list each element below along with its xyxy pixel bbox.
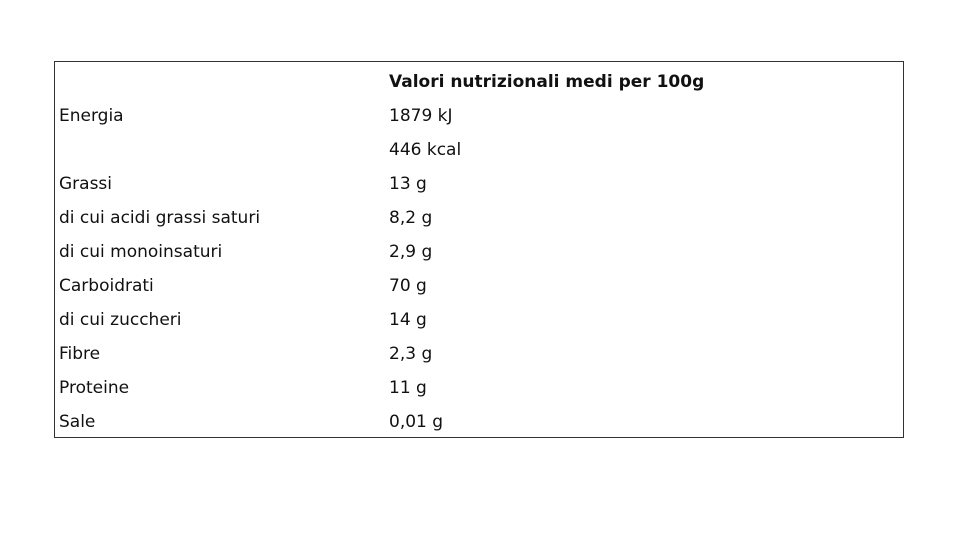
value-cell: 0,01 g (389, 412, 444, 432)
table-row: di cui monoinsaturi 2,9 g (55, 236, 903, 270)
nutrition-table: Valori nutrizionali medi per 100g Energia… (54, 61, 904, 438)
label-cell: di cui zuccheri (59, 310, 182, 330)
table-row: Grassi 13 g (55, 168, 903, 202)
table-row: 446 kcal (55, 134, 903, 168)
value-cell: 11 g (389, 378, 427, 398)
value-cell: 2,3 g (389, 344, 433, 364)
label-cell: Sale (59, 412, 96, 432)
table-row: Carboidrati 70 g (55, 270, 903, 304)
value-cell: 2,9 g (389, 242, 433, 262)
label-cell: Fibre (59, 344, 101, 364)
value-cell: 14 g (389, 310, 427, 330)
label-cell: Grassi (59, 174, 113, 194)
value-cell: 8,2 g (389, 208, 433, 228)
value-cell: 446 kcal (389, 140, 462, 160)
value-cell: 13 g (389, 174, 427, 194)
label-cell: Proteine (59, 378, 130, 398)
label-cell: di cui monoinsaturi (59, 242, 223, 262)
value-cell: Valori nutrizionali medi per 100g (389, 72, 705, 92)
label-cell: di cui acidi grassi saturi (59, 208, 261, 228)
table-row: Sale 0,01 g (55, 406, 903, 440)
table-row: Energia 1879 kJ (55, 100, 903, 134)
table-row: Fibre 2,3 g (55, 338, 903, 372)
header-row: Valori nutrizionali medi per 100g (55, 66, 903, 100)
table-row: Proteine 11 g (55, 372, 903, 406)
value-cell: 70 g (389, 276, 427, 296)
value-cell: 1879 kJ (389, 106, 453, 126)
table-row: di cui acidi grassi saturi 8,2 g (55, 202, 903, 236)
label-cell: Carboidrati (59, 276, 154, 296)
label-cell: Energia (59, 106, 124, 126)
table-row: di cui zuccheri 14 g (55, 304, 903, 338)
